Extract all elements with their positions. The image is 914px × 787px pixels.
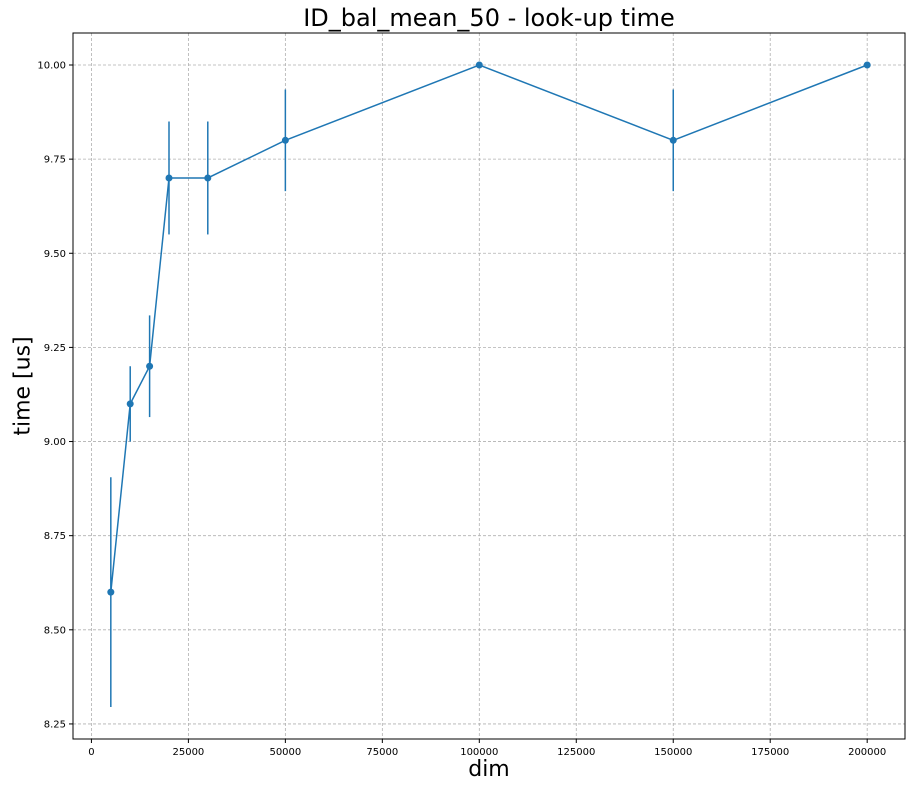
data-point xyxy=(204,174,212,182)
x-tick-label: 25000 xyxy=(172,747,204,758)
y-tick-label: 9.50 xyxy=(44,249,66,260)
x-tick-label: 175000 xyxy=(751,747,789,758)
data-point xyxy=(165,174,173,182)
data-point xyxy=(107,588,115,596)
x-axis-label: dim xyxy=(468,757,510,782)
data-point xyxy=(863,61,871,69)
y-tick-label: 9.25 xyxy=(44,343,66,354)
series-group xyxy=(107,61,871,707)
x-tick-label: 100000 xyxy=(460,747,498,758)
x-tick-label: 150000 xyxy=(654,747,692,758)
y-tick-label: 9.00 xyxy=(44,437,66,448)
x-tick-label: 50000 xyxy=(269,747,301,758)
x-tick-label: 125000 xyxy=(557,747,595,758)
chart-title: ID_bal_mean_50 - look-up time xyxy=(303,4,675,32)
data-point xyxy=(669,136,677,144)
data-point xyxy=(146,362,154,370)
data-point xyxy=(475,61,483,69)
data-point xyxy=(281,136,289,144)
y-tick-label: 9.75 xyxy=(44,155,66,166)
ticks: 0 25000 50000 75000 100000 125000 150000 175000… xyxy=(37,61,886,758)
x-tick-label: 75000 xyxy=(366,747,398,758)
x-tick-label: 0 xyxy=(88,747,94,758)
y-tick-label: 8.75 xyxy=(44,531,66,542)
y-tick-label: 8.25 xyxy=(44,719,66,730)
grid xyxy=(73,33,905,739)
plot-frame xyxy=(72,32,906,740)
y-tick-label: 8.50 xyxy=(44,625,66,636)
y-axis-label: time [us] xyxy=(11,336,36,435)
data-point xyxy=(126,400,134,408)
y-tick-label: 10.00 xyxy=(37,61,66,72)
x-tick-label: 200000 xyxy=(848,747,886,758)
